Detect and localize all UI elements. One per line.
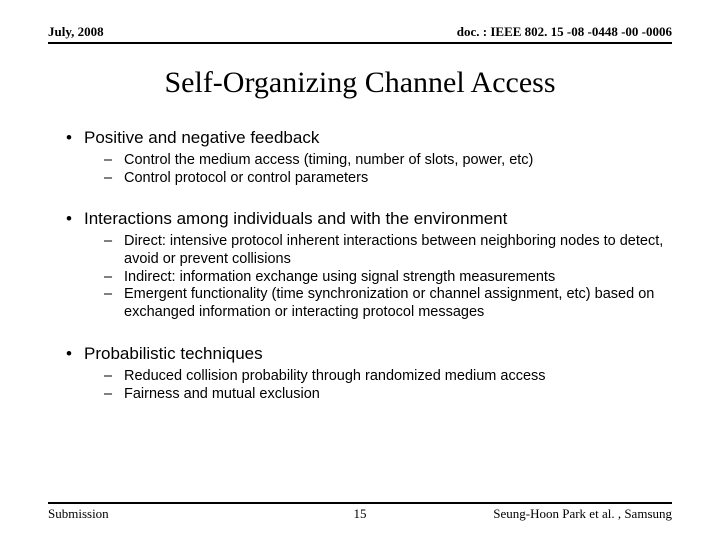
list-item-text: Control protocol or control parameters	[124, 170, 368, 188]
section-heading-text: Probabilistic techniques	[84, 344, 263, 364]
dash-icon: –	[104, 152, 124, 170]
dash-icon: –	[104, 170, 124, 188]
section-heading: • Positive and negative feedback	[54, 128, 672, 148]
sub-list: – Direct: intensive protocol inherent in…	[54, 233, 672, 321]
dash-icon: –	[104, 269, 124, 287]
list-item-text: Reduced collision probability through ra…	[124, 368, 546, 386]
list-item-text: Emergent functionality (time synchroniza…	[124, 286, 672, 321]
section-heading-text: Interactions among individuals and with …	[84, 209, 507, 229]
section-heading-text: Positive and negative feedback	[84, 128, 319, 148]
list-item: – Indirect: information exchange using s…	[104, 269, 672, 287]
sub-list: – Reduced collision probability through …	[54, 368, 672, 403]
bullet-icon: •	[54, 128, 84, 148]
sub-list: – Control the medium access (timing, num…	[54, 152, 672, 187]
list-item-text: Control the medium access (timing, numbe…	[124, 152, 533, 170]
dash-icon: –	[104, 286, 124, 304]
dash-icon: –	[104, 233, 124, 251]
list-item: – Reduced collision probability through …	[104, 368, 672, 386]
footer-right: Seung-Hoon Park et al. , Samsung	[493, 506, 672, 522]
bullet-icon: •	[54, 344, 84, 364]
bullet-icon: •	[54, 209, 84, 229]
slide-footer: Submission 15 Seung-Hoon Park et al. , S…	[48, 502, 672, 522]
header-date: July, 2008	[48, 24, 104, 40]
list-item-text: Direct: intensive protocol inherent inte…	[124, 233, 672, 268]
section-heading: • Interactions among individuals and wit…	[54, 209, 672, 229]
list-item-text: Fairness and mutual exclusion	[124, 386, 320, 404]
slide-header: July, 2008 doc. : IEEE 802. 15 -08 -0448…	[48, 24, 672, 44]
list-item: – Emergent functionality (time synchroni…	[104, 286, 672, 321]
section-2: • Interactions among individuals and wit…	[54, 209, 672, 321]
section-3: • Probabilistic techniques – Reduced col…	[54, 344, 672, 403]
footer-left: Submission	[48, 506, 109, 522]
list-item: – Control the medium access (timing, num…	[104, 152, 672, 170]
slide-body: • Positive and negative feedback – Contr…	[48, 128, 672, 403]
section-1: • Positive and negative feedback – Contr…	[54, 128, 672, 187]
section-heading: • Probabilistic techniques	[54, 344, 672, 364]
dash-icon: –	[104, 386, 124, 404]
slide-title: Self-Organizing Channel Access	[48, 66, 672, 100]
list-item: – Control protocol or control parameters	[104, 170, 672, 188]
list-item: – Direct: intensive protocol inherent in…	[104, 233, 672, 268]
header-doc: doc. : IEEE 802. 15 -08 -0448 -00 -0006	[457, 24, 672, 40]
list-item-text: Indirect: information exchange using sig…	[124, 269, 555, 287]
list-item: – Fairness and mutual exclusion	[104, 386, 672, 404]
dash-icon: –	[104, 368, 124, 386]
